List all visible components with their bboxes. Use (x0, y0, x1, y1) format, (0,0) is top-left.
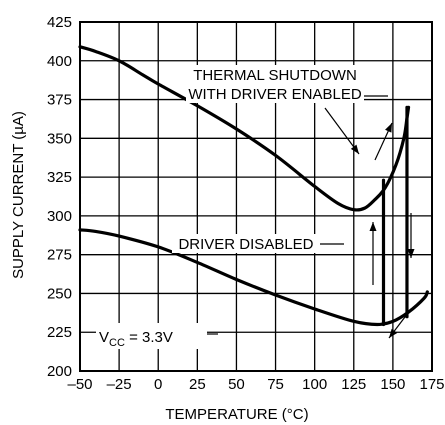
plot-frame (79, 21, 433, 372)
y-tick-label: 350 (47, 130, 72, 147)
y-tick-label: 400 (47, 53, 72, 70)
y-tick-label: 200 (47, 363, 72, 380)
y-tick-label: 275 (47, 247, 72, 264)
enabled-annotation-line1: THERMAL SHUTDOWN (193, 67, 357, 84)
tick-labels: –50 –25 0 25 50 75 100 125 150 175 200 225 250 275 300… (47, 14, 445, 393)
x-tick-label: –25 (107, 376, 132, 393)
enabled-label-pointer-head (350, 144, 359, 154)
x-tick-label: 25 (189, 376, 206, 393)
enabled-label-pointer (324, 107, 360, 155)
x-tick-label: 125 (341, 376, 366, 393)
arrows (207, 95, 415, 339)
disabled-label-bg (172, 234, 320, 253)
cooling-arrow-head (389, 328, 398, 338)
shutdown-drop-arrow-head (407, 249, 415, 258)
x-tick-label: –50 (67, 376, 92, 393)
series-enabled-curve (78, 45, 411, 212)
y-axis-title: SUPPLY CURRENT (µA) (10, 111, 27, 279)
y-tick-label: 250 (47, 285, 72, 302)
x-tick-label: 75 (267, 376, 284, 393)
disabled-rise-arrow-head (369, 222, 377, 231)
y-tick-label: 425 (47, 14, 72, 31)
vcc-suffix: = 3.3V (125, 329, 173, 346)
vcc-subscript: CC (109, 337, 125, 349)
x-axis-title: TEMPERATURE (°C) (165, 406, 308, 423)
x-tick-label: 150 (380, 376, 405, 393)
x-tick-label: 50 (228, 376, 245, 393)
y-tick-label: 375 (47, 92, 72, 109)
heating-enabled-arrow-head (385, 123, 392, 133)
y-tick-label: 225 (47, 324, 72, 341)
y-tick-label: 325 (47, 169, 72, 186)
x-tick-label: 100 (302, 376, 327, 393)
enabled-annotation-line2: WITH DRIVER ENABLED (188, 86, 362, 103)
y-tick-label: 300 (47, 208, 72, 225)
disabled-annotation: DRIVER DISABLED (178, 236, 313, 253)
x-tick-label: 175 (419, 376, 444, 393)
x-tick-label: 0 (154, 376, 162, 393)
enabled-label-bg (186, 65, 364, 103)
vcc-annotation: VCC = 3.3V (99, 329, 173, 349)
curves (78, 45, 429, 327)
vcc-prefix: V (99, 329, 109, 346)
vcc-label-bg (96, 323, 207, 349)
